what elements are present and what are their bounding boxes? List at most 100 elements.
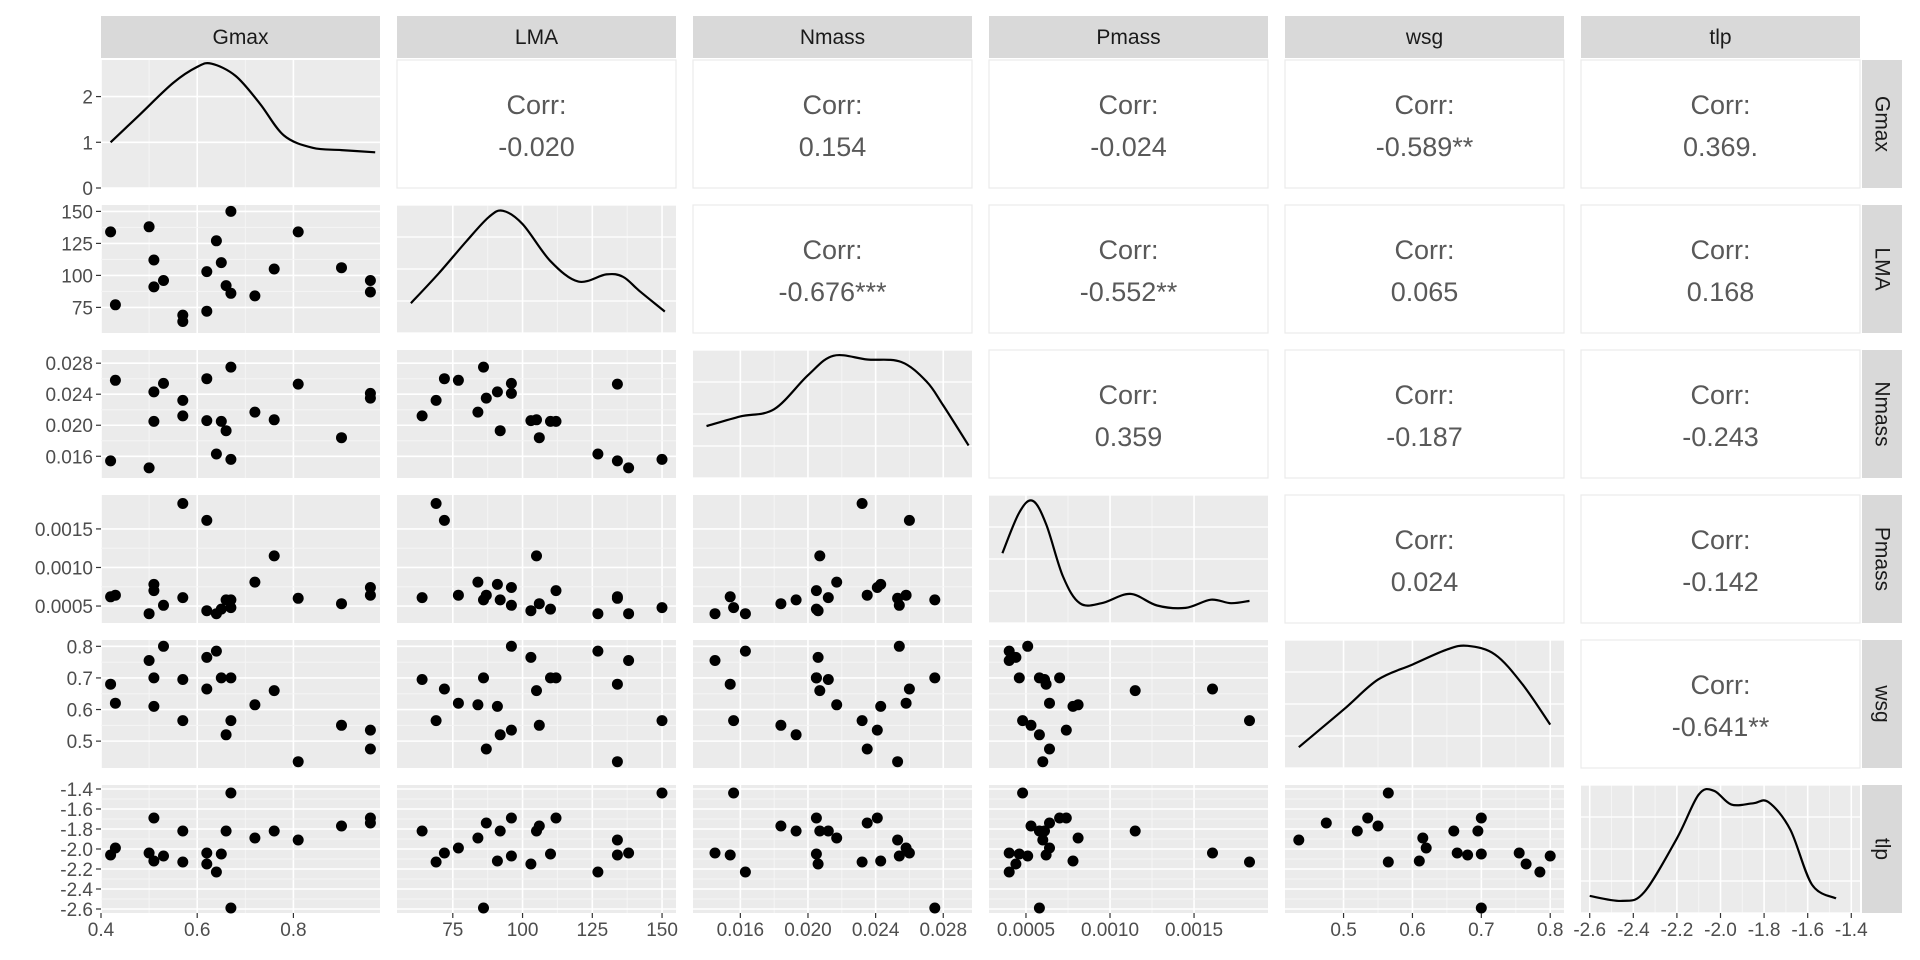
x-tick-label-LMA: 125	[576, 920, 608, 941]
point-Pmass-Gmax-9	[201, 605, 213, 617]
point-wsg-Nmass-6	[856, 715, 868, 727]
point-Pmass-Nmass-18	[775, 598, 787, 610]
point-Nmass-Gmax-7	[177, 410, 189, 422]
point-wsg-Nmass-15	[831, 699, 843, 711]
point-tlp-Nmass-2	[709, 847, 721, 859]
x-tick-label-Pmass: 0.0015	[1165, 920, 1223, 941]
panel-bg	[397, 640, 676, 768]
point-Pmass-LMA-20	[480, 589, 492, 601]
point-wsg-Pmass-13	[1017, 715, 1029, 727]
column-label-Nmass: Nmass	[800, 26, 865, 49]
row-strip-tlp	[1862, 785, 1902, 913]
panel-wsg-Nmass	[693, 640, 972, 768]
x-tick-label-Gmax: 0.4	[88, 920, 115, 941]
x-tick-label-wsg: 0.6	[1399, 920, 1425, 941]
point-tlp-wsg-9	[1520, 858, 1532, 870]
point-wsg-Pmass-18	[1025, 719, 1037, 731]
x-tick-label-tlp: -1.8	[1748, 920, 1781, 941]
point-Pmass-Gmax-4	[148, 585, 160, 597]
corr-label: Corr:	[1099, 380, 1159, 410]
x-tick-label-tlp: -1.6	[1791, 920, 1824, 941]
point-wsg-Gmax-1	[109, 697, 121, 709]
point-tlp-Nmass-12	[790, 825, 802, 837]
panel-tlp-Gmax	[100, 785, 380, 914]
point-wsg-Nmass-18	[775, 719, 787, 731]
point-wsg-Gmax-5	[158, 640, 169, 652]
corr-label: Corr:	[1099, 90, 1159, 120]
point-Nmass-LMA-18	[533, 432, 545, 444]
corr-panel-bg	[988, 59, 1269, 189]
point-LMA-Gmax-1	[109, 299, 121, 311]
point-Pmass-LMA-19	[505, 582, 517, 593]
point-tlp-Pmass-9	[1010, 858, 1022, 870]
corr-label: Corr:	[1691, 525, 1751, 555]
panel-Nmass-LMA	[397, 350, 676, 478]
point-tlp-Nmass-5	[893, 850, 905, 862]
x-tick-label-LMA: 75	[442, 920, 463, 941]
point-Nmass-LMA-1	[452, 374, 464, 386]
point-wsg-LMA-18	[533, 719, 545, 731]
point-wsg-Gmax-3	[148, 700, 160, 712]
row-strip-Nmass	[1862, 350, 1902, 478]
corr-value-Gmax-tlp: 0.369.	[1683, 132, 1758, 162]
point-wsg-Gmax-11	[215, 672, 227, 684]
y-tick-label-tlp: -2.2	[60, 860, 93, 881]
point-tlp-LMA-9	[525, 858, 537, 870]
point-Pmass-Nmass-4	[810, 585, 822, 597]
point-tlp-Gmax-1	[109, 842, 121, 854]
point-wsg-LMA-8	[438, 683, 450, 695]
density-line-Gmax	[109, 61, 376, 154]
x-tick-label-wsg: 0.8	[1537, 920, 1563, 941]
corr-value-wsg-tlp: -0.641**	[1672, 712, 1770, 742]
point-LMA-Gmax-11	[215, 257, 227, 269]
corr-value-Gmax-Pmass: -0.024	[1090, 132, 1167, 162]
point-Pmass-Gmax-5	[158, 599, 169, 611]
point-wsg-LMA-3	[491, 700, 503, 712]
corr-label: Corr:	[1691, 235, 1751, 265]
corr-value-Pmass-wsg: 0.024	[1391, 567, 1459, 597]
density-line-Pmass	[1001, 499, 1250, 610]
point-tlp-Gmax-14	[225, 902, 237, 914]
row-strip-Pmass	[1862, 495, 1902, 623]
point-Nmass-Gmax-1	[109, 374, 121, 386]
corr-value-Gmax-Nmass: 0.154	[799, 132, 867, 162]
point-tlp-Nmass-20	[861, 817, 873, 829]
x-tick-label-Nmass: 0.028	[919, 920, 967, 941]
point-Nmass-Gmax-6	[177, 394, 189, 406]
corr-panel-bg	[988, 349, 1269, 479]
point-Pmass-Gmax-8	[201, 514, 213, 526]
column-strip-tlp	[1581, 16, 1860, 58]
point-tlp-Gmax-18	[336, 820, 347, 832]
point-LMA-Gmax-2	[143, 221, 155, 233]
point-Nmass-LMA-12	[494, 425, 506, 437]
point-wsg-LMA-16	[531, 685, 542, 697]
point-Pmass-Gmax-6	[177, 498, 189, 509]
y-tick-label-Pmass: 0.0015	[35, 520, 93, 541]
point-Nmass-LMA-16	[531, 414, 542, 426]
x-tick-label-Pmass: 0.0005	[997, 920, 1055, 941]
point-wsg-Gmax-4	[148, 672, 160, 684]
point-wsg-Nmass-5	[893, 640, 905, 652]
row-strip-wsg	[1862, 640, 1902, 768]
row-label-Pmass: Pmass	[1871, 527, 1894, 591]
point-tlp-Nmass-16	[814, 825, 826, 837]
point-tlp-wsg-7	[1472, 825, 1484, 837]
point-Pmass-Nmass-17	[892, 592, 904, 604]
panel-Pmass-Gmax	[100, 495, 380, 623]
point-Nmass-LMA-6	[430, 394, 442, 406]
point-LMA-Gmax-18	[336, 262, 347, 274]
corr-panel-bg	[1580, 59, 1861, 189]
panel-Gmax-wsg: Corr: -0.589**	[1284, 59, 1565, 189]
y-tick-label-tlp: -1.6	[60, 800, 93, 821]
x-tick-label-tlp: -2.0	[1704, 920, 1737, 941]
point-LMA-Gmax-5	[158, 275, 169, 286]
row-label-Nmass: Nmass	[1871, 381, 1894, 446]
point-wsg-Nmass-17	[892, 756, 904, 768]
y-tick-label-LMA: 100	[61, 266, 93, 287]
point-tlp-wsg-12	[1351, 825, 1363, 837]
point-tlp-Nmass-13	[728, 787, 740, 799]
point-tlp-Nmass-9	[812, 858, 824, 870]
point-wsg-Nmass-16	[814, 685, 826, 697]
panel-Gmax-Pmass: Corr: -0.024	[988, 59, 1269, 189]
